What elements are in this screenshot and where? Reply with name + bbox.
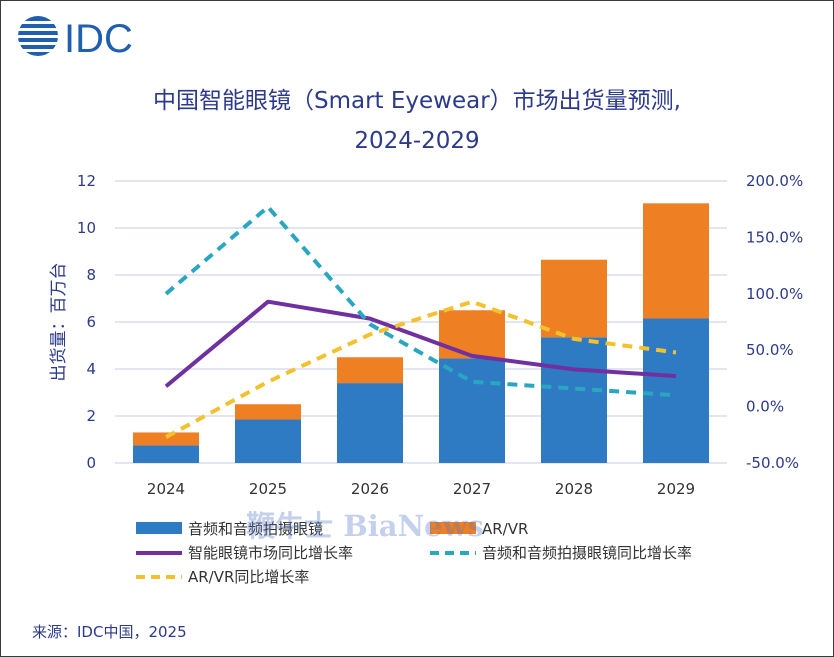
bar-arvr [337, 357, 403, 384]
line-market-growth [164, 299, 677, 388]
line-audio-growth [164, 204, 677, 398]
y-tick-label: 10 [77, 219, 96, 237]
bar-arvr [643, 203, 709, 319]
line-series [164, 204, 677, 439]
x-tick-label: 2024 [147, 480, 185, 498]
x-tick-label: 2028 [555, 480, 593, 498]
idc-logo-text: IDC [64, 17, 133, 60]
bar-audio [337, 383, 403, 463]
x-tick-label: 2027 [453, 480, 491, 498]
bar-audio [541, 337, 607, 463]
bar-arvr [439, 310, 505, 359]
legend-swatch-audio [136, 522, 182, 534]
legend-label-audio: 音频和音频拍摄眼镜 [188, 520, 323, 538]
legend-label-arvr: AR/VR [482, 520, 528, 538]
source-note: 来源：IDC中国，2025 [32, 623, 187, 641]
y2-tick-label: 150.0% [746, 228, 803, 246]
y-axis-label: 出货量：百万台 [49, 263, 69, 382]
y-tick-label: 12 [77, 172, 96, 190]
bar-audio [439, 358, 505, 463]
right-axis-ticks: -50.0% 0.0% 50.0% 100.0% 150.0% 200.0% [746, 172, 803, 472]
legend: 音频和音频拍摄眼镜 AR/VR 智能眼镜市场同比增长率 音频和音频拍摄眼镜同比增… [136, 520, 692, 586]
y-tick-label: 0 [86, 454, 96, 472]
x-tick-label: 2029 [657, 480, 695, 498]
legend-label-audio-growth: 音频和音频拍摄眼镜同比增长率 [482, 544, 692, 562]
bar-arvr [235, 404, 301, 420]
watermark: 鞭牛士 BiaNews [246, 509, 484, 543]
x-tick-label: 2025 [249, 480, 287, 498]
idc-logo: IDC [18, 16, 133, 60]
idc-globe-icon [18, 16, 58, 56]
bar-audio [235, 419, 301, 463]
bar-series [133, 203, 709, 463]
y2-tick-label: 200.0% [746, 172, 803, 190]
y2-tick-label: -50.0% [746, 454, 799, 472]
y-tick-label: 2 [86, 407, 96, 425]
y-tick-label: 4 [86, 360, 96, 378]
x-tick-label: 2026 [351, 480, 389, 498]
legend-label-arvr-growth: AR/VR同比增长率 [188, 568, 309, 586]
line-arvr-growth [165, 299, 677, 439]
bar-arvr [133, 432, 199, 446]
y2-tick-label: 100.0% [746, 285, 803, 303]
bar-audio [133, 445, 199, 463]
y-tick-label: 8 [86, 266, 96, 284]
grid-lines [115, 180, 727, 464]
left-axis-ticks: 0 2 4 6 8 10 12 [77, 172, 96, 472]
y-tick-label: 6 [86, 313, 96, 331]
legend-swatch-arvr [430, 522, 476, 534]
bar-arvr [541, 259, 607, 338]
legend-label-market-growth: 智能眼镜市场同比增长率 [188, 544, 353, 562]
x-axis-ticks: 2024 2025 2026 2027 2028 2029 [147, 480, 695, 498]
y2-tick-label: 50.0% [746, 341, 794, 359]
chart-title-line1: 中国智能眼镜（Smart Eyewear）市场出货量预测, [153, 88, 681, 114]
y2-tick-label: 0.0% [746, 398, 784, 416]
chart-title-line2: 2024-2029 [354, 128, 479, 154]
bar-audio [643, 318, 709, 463]
